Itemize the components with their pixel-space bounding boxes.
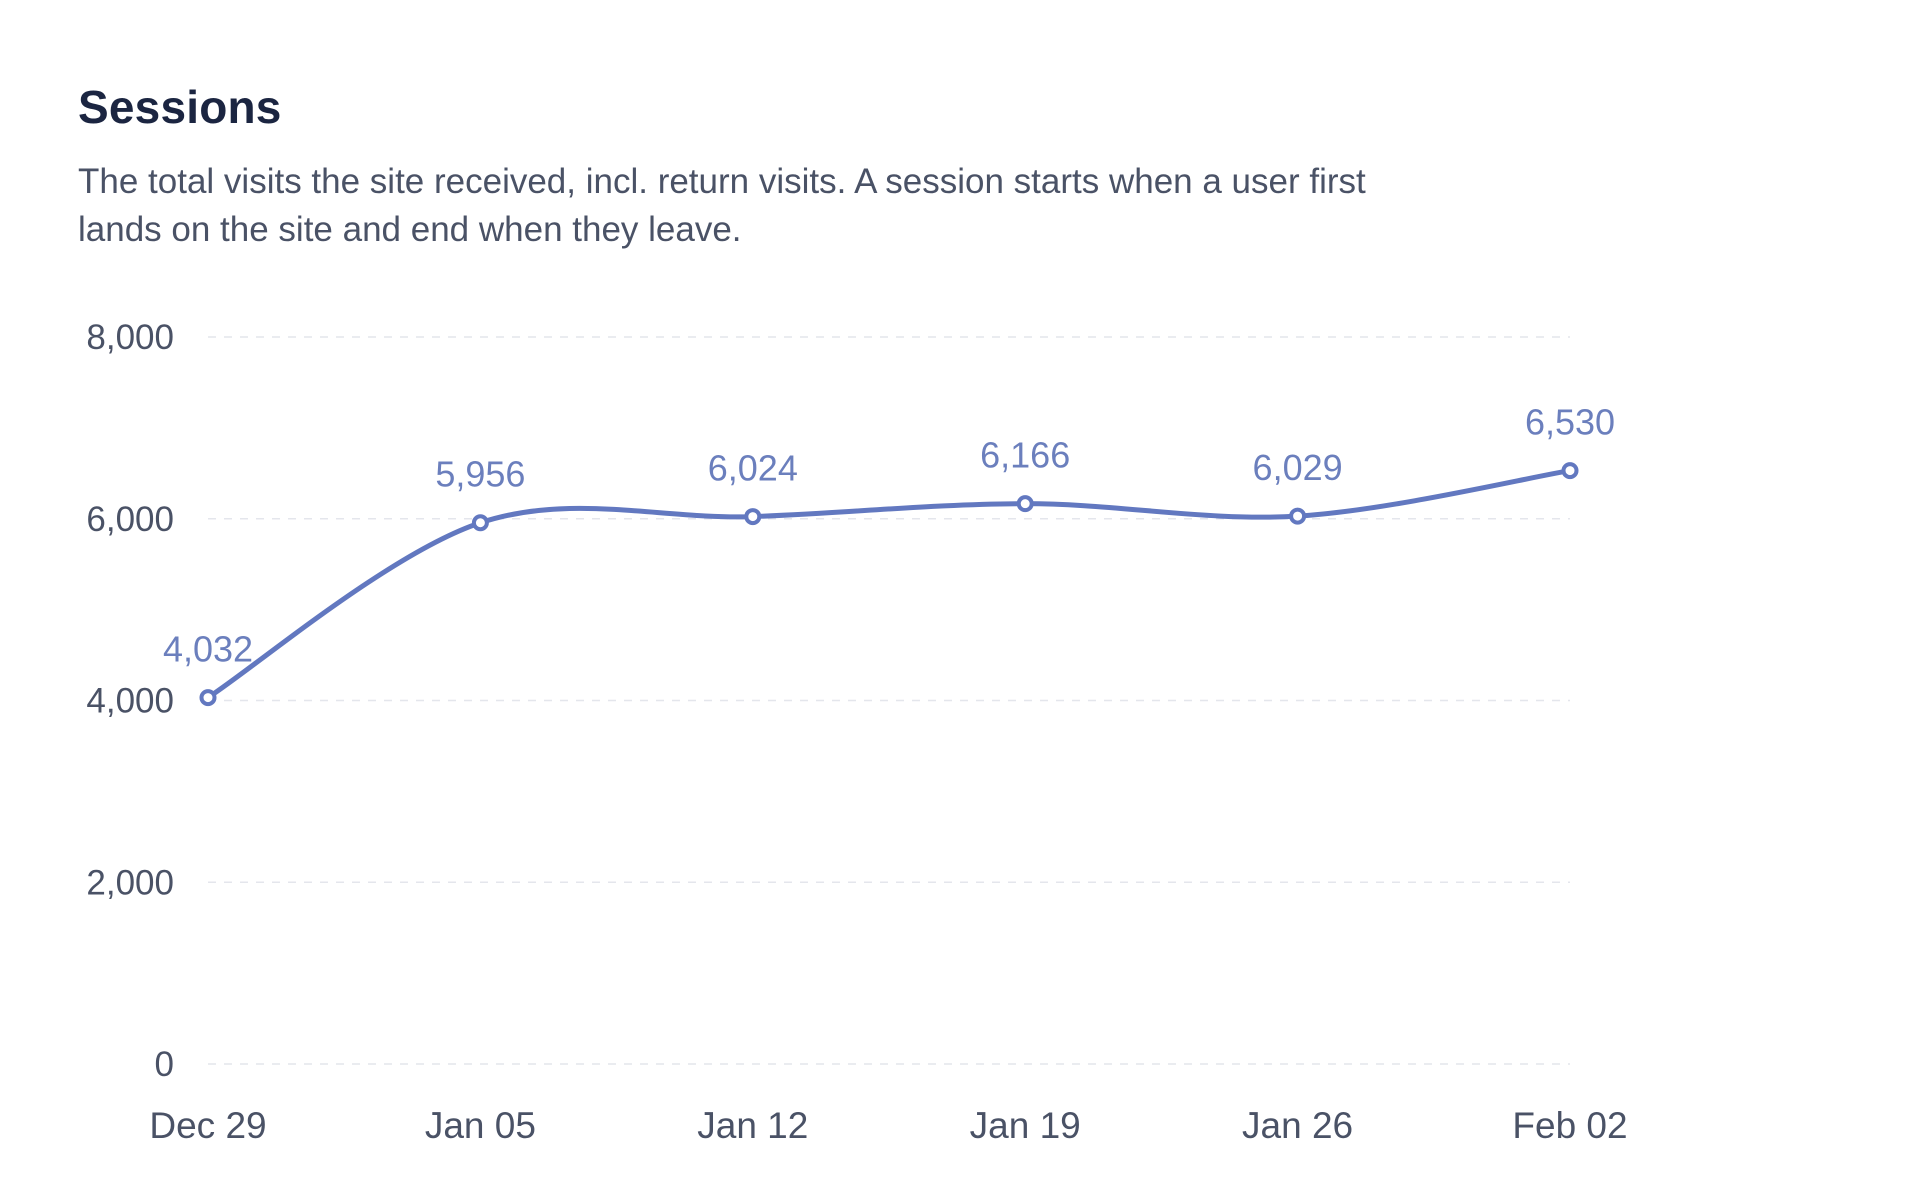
x-tick-label: Dec 29 <box>149 1105 266 1146</box>
chart-subtitle: The total visits the site received, incl… <box>78 162 1366 249</box>
data-point <box>471 514 489 532</box>
data-points <box>199 462 1579 707</box>
x-tick-label: Jan 05 <box>425 1105 536 1146</box>
data-label: 6,029 <box>1253 447 1343 488</box>
x-axis-ticks: Dec 29 Jan 05 Jan 12 Jan 19 Jan 26 Feb 02 <box>149 1105 1627 1146</box>
data-label: 6,530 <box>1525 402 1615 443</box>
data-point <box>199 689 217 707</box>
x-tick-label: Jan 12 <box>697 1105 808 1146</box>
x-tick-label: Jan 26 <box>1242 1105 1353 1146</box>
data-point <box>1016 495 1034 513</box>
data-point <box>744 508 762 526</box>
chart-title: Sessions <box>78 81 282 133</box>
y-axis-ticks: 0 2,000 4,000 6,000 8,000 <box>86 318 174 1084</box>
x-tick-label: Feb 02 <box>1512 1105 1627 1146</box>
y-tick-label: 0 <box>155 1045 174 1084</box>
series-line-sessions <box>205 468 1573 701</box>
y-tick-label: 6,000 <box>86 500 174 539</box>
data-label: 5,956 <box>435 454 525 495</box>
data-label: 4,032 <box>163 629 253 670</box>
data-point <box>1289 507 1307 525</box>
x-tick-label: Jan 19 <box>970 1105 1081 1146</box>
y-tick-label: 2,000 <box>86 863 174 902</box>
data-labels: 4,032 5,956 6,024 6,166 6,029 6,530 <box>163 402 1615 670</box>
data-point <box>1561 462 1579 480</box>
series-line-layer <box>205 468 1573 701</box>
data-label: 6,024 <box>708 448 798 489</box>
grid-lines <box>208 336 1570 1065</box>
y-tick-label: 4,000 <box>86 682 174 721</box>
data-label: 6,166 <box>980 435 1070 476</box>
y-tick-label: 8,000 <box>86 318 174 357</box>
